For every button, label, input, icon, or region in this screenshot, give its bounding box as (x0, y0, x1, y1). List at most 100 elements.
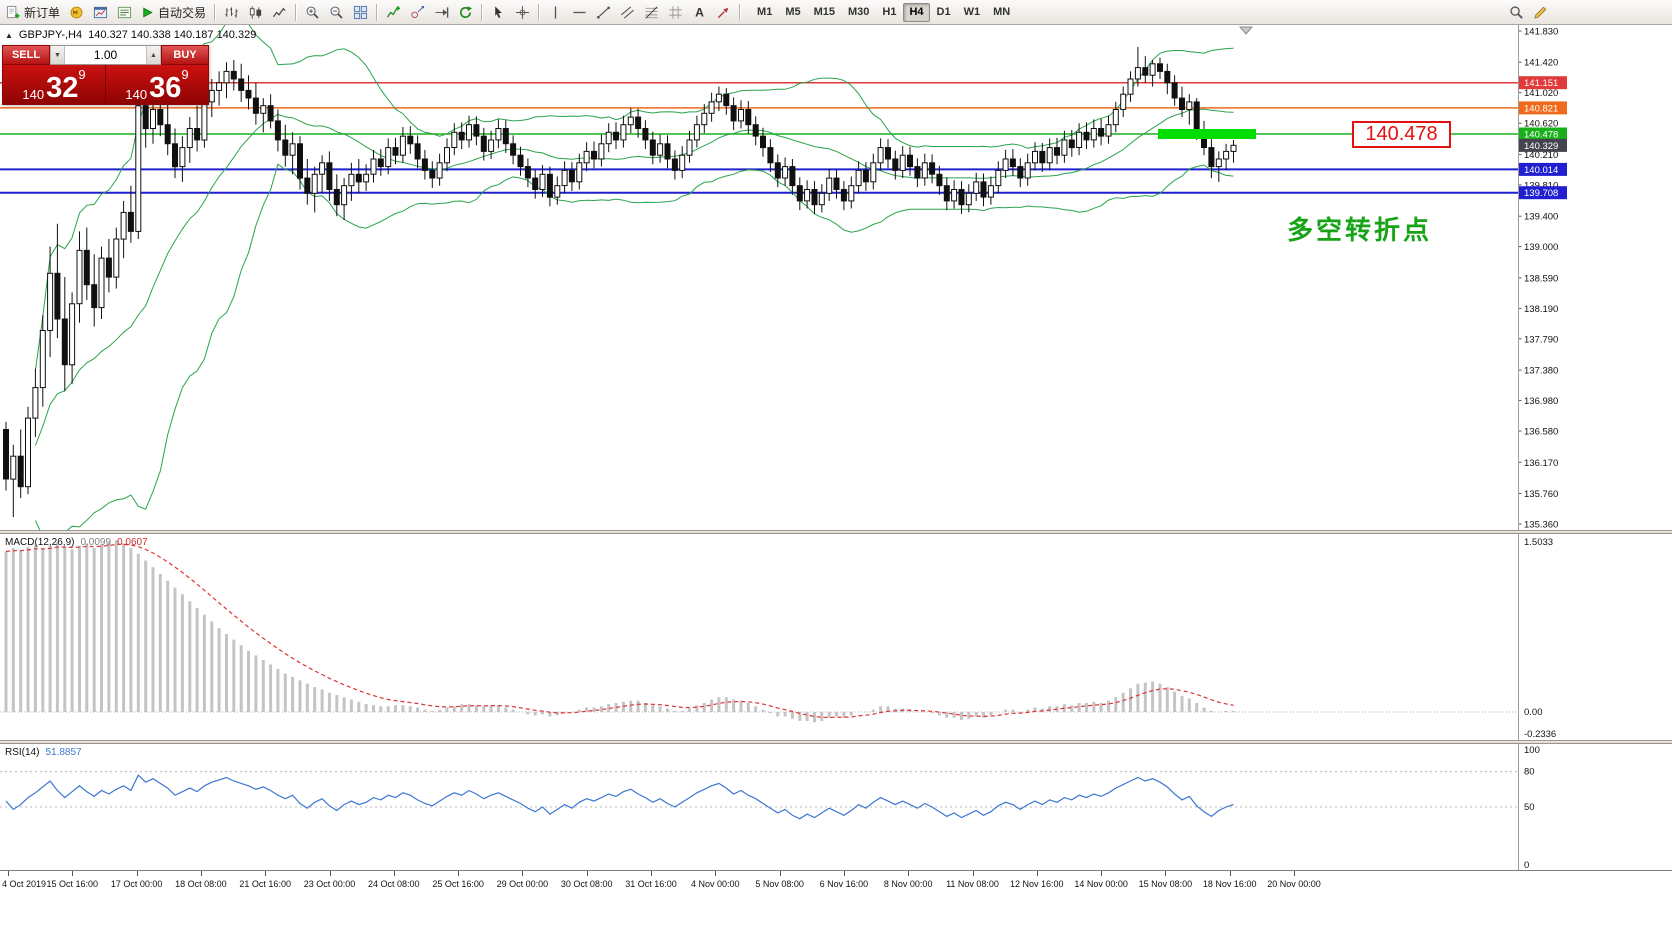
time-tick (522, 871, 524, 876)
new-order-label: 新订单 (24, 5, 61, 20)
bar-chart-button[interactable] (220, 2, 242, 22)
toolbar-separator (295, 3, 297, 21)
price-tag-label: 140.821 (1524, 103, 1558, 114)
buy-price-display[interactable]: 140 36 9 (105, 65, 208, 104)
time-tick (779, 871, 781, 876)
timeframe-button-d1[interactable]: D1 (936, 6, 951, 18)
time-label: 6 Nov 16:00 (819, 879, 869, 889)
timeframe-button-w1[interactable]: W1 (963, 6, 981, 18)
time-label: 30 Oct 08:00 (560, 879, 613, 889)
macd-signal-line (5, 543, 1234, 719)
mql-button[interactable] (65, 2, 87, 22)
timeframe-button-m15[interactable]: M15 (813, 6, 835, 18)
price-callout-label[interactable]: 140.478 (1352, 121, 1451, 148)
zoom-in-button[interactable] (301, 2, 323, 22)
price-tags: 141.151 140.821 140.478 140.014 139.708 140.3… (1519, 76, 1567, 200)
one-click-trading-panel: SELL ▼ 1.00 ▲ BUY 140 32 9 140 36 9 (2, 45, 209, 105)
new-order-button[interactable]: 新订单 (3, 2, 63, 22)
timeframe-button-h1[interactable]: H1 (882, 6, 897, 18)
volume-control: ▼ 1.00 ▲ (50, 45, 161, 65)
collapse-triangle-icon[interactable]: ▲ (5, 30, 13, 40)
volume-up-button[interactable]: ▲ (146, 46, 161, 64)
time-tick (1294, 871, 1295, 876)
timeframe-button-m5[interactable]: M5 (785, 6, 801, 18)
timeframe-button-m30[interactable]: M30 (848, 6, 870, 18)
bid-prefix: 140 (22, 87, 45, 102)
panel-splitter[interactable] (0, 740, 1672, 744)
auto-scroll-button[interactable] (454, 2, 476, 22)
zoom-out-button[interactable] (325, 2, 347, 22)
mql-icon (70, 6, 82, 18)
chart-shift-marker[interactable] (1238, 26, 1254, 35)
price-tag-label: 141.151 (1524, 78, 1558, 89)
price-scale-label: 136.170 (1524, 458, 1558, 469)
tile-windows-button[interactable] (349, 2, 371, 22)
price-scale-label: 141.020 (1524, 88, 1558, 99)
line-chart-button[interactable] (268, 2, 290, 22)
edit-button[interactable] (1529, 2, 1551, 22)
price-scale-label: 136.580 (1524, 427, 1558, 438)
macd-scale-label: 0.00 (1524, 707, 1543, 718)
sell-price-display[interactable]: 140 32 9 (3, 65, 105, 104)
svg-text:A: A (695, 5, 704, 19)
macd-histogram (4, 540, 1235, 723)
autotrading-button[interactable]: 自动交易 (137, 2, 209, 22)
buy-button[interactable]: BUY (161, 45, 209, 65)
objects-list-button[interactable] (406, 2, 428, 22)
volume-down-button[interactable]: ▼ (50, 46, 65, 64)
time-label: 18 Nov 16:00 (1202, 879, 1257, 889)
timeframe-toolbar: M1 M5 M15 M30 H1 H4 D1 W1 MN (751, 2, 1016, 22)
timeframe-button-m1[interactable]: M1 (757, 6, 773, 18)
time-axis[interactable]: 4 Oct 2019 15 Oct 16:00 17 Oct 00:00 18 Oct… (0, 870, 1672, 949)
price-scale-label: 141.830 (1524, 27, 1558, 38)
rsi-panel-canvas[interactable]: 100 80 50 0 (0, 744, 1672, 870)
ohlc-values: 140.327 140.338 140.187 140.329 (88, 29, 257, 41)
highlight-zone[interactable] (1158, 129, 1256, 139)
time-label: 8 Nov 00:00 (883, 879, 933, 889)
chart-annotation-text[interactable]: 多空转折点 (1287, 215, 1433, 245)
candlesticks (3, 47, 1237, 518)
macd-panel-canvas[interactable]: 1.5033 0.00 -0.2336 (0, 534, 1672, 740)
price-scale-label: 135.760 (1524, 489, 1558, 500)
toolbar-separator (376, 3, 378, 21)
price-scale-label: 136.980 (1524, 396, 1558, 407)
time-label: 15 Nov 08:00 (1138, 879, 1193, 889)
grid-tool-button[interactable] (664, 2, 686, 22)
panel-splitter[interactable] (0, 530, 1672, 534)
price-scale-label: 138.590 (1524, 273, 1558, 284)
time-tick (458, 871, 460, 876)
toolbar-right-group (1505, 2, 1551, 22)
arrows-tool-button[interactable] (712, 2, 734, 22)
timeframe-button-h4[interactable]: H4 (903, 2, 930, 22)
search-button[interactable] (1505, 2, 1527, 22)
indicators-button[interactable] (382, 2, 404, 22)
new-order-icon (6, 5, 20, 18)
candlestick-chart-button[interactable] (244, 2, 266, 22)
crosshair-button[interactable] (511, 2, 533, 22)
cursor-button[interactable] (487, 2, 509, 22)
chart-window-button[interactable] (89, 2, 111, 22)
text-tool-button[interactable]: A (688, 2, 710, 22)
time-tick (972, 871, 974, 876)
volume-input[interactable]: 1.00 (93, 48, 118, 62)
symbol-period-label: GBPJPY-,H4 (18, 29, 83, 41)
vertical-line-button[interactable] (544, 2, 566, 22)
time-tick (908, 871, 910, 876)
macd-name: MACD(12,26,9) (5, 537, 75, 548)
horizontal-line-button[interactable] (568, 2, 590, 22)
sell-button[interactable]: SELL (2, 45, 50, 65)
time-label: 21 Oct 16:00 (239, 879, 291, 889)
chart-shift-button[interactable] (430, 2, 452, 22)
trendline-button[interactable] (592, 2, 614, 22)
main-chart-canvas[interactable]: 141.830 141.420 141.020 140.620 140.210 139.8… (0, 25, 1672, 530)
fibonacci-button[interactable] (640, 2, 662, 22)
timeframe-button-mn[interactable]: MN (993, 6, 1011, 18)
time-tick (393, 871, 395, 876)
time-label: 17 Oct 00:00 (110, 879, 163, 889)
vertical-line-icon (554, 5, 556, 19)
time-label: 24 Oct 08:00 (368, 879, 420, 889)
data-window-button[interactable] (113, 2, 135, 22)
rsi-scale-label: 0 (1524, 860, 1529, 870)
channel-button[interactable] (616, 2, 638, 22)
toolbar-separator (214, 3, 216, 21)
